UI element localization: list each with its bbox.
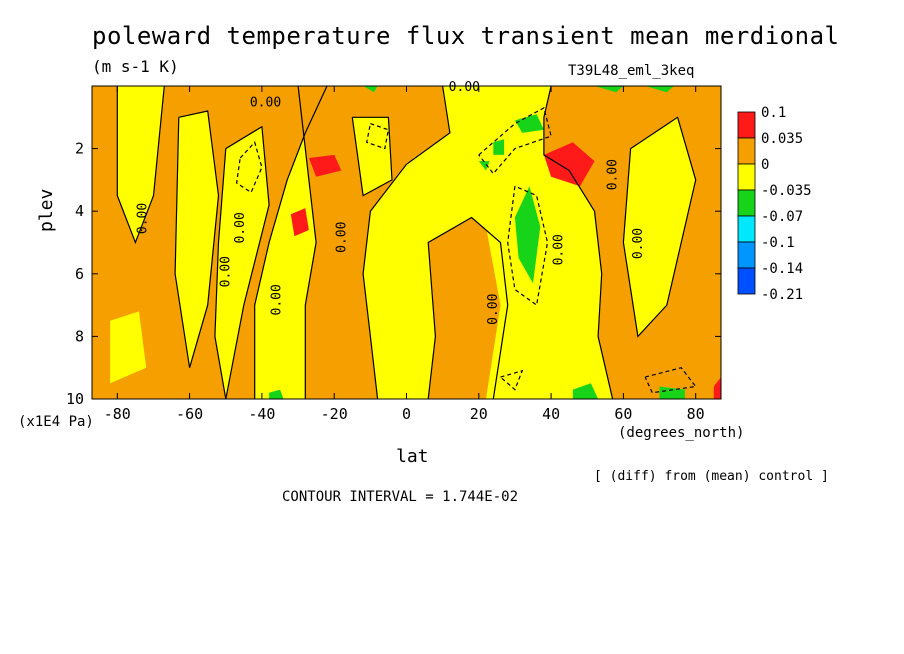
contour-region-orange <box>428 217 508 399</box>
contour-region-green <box>659 386 685 399</box>
contour-region-red <box>308 154 342 177</box>
x-tick-label: 40 <box>542 405 560 423</box>
contour-region-red <box>713 377 721 399</box>
contour-region-green <box>493 139 505 155</box>
contour-region-green <box>478 161 490 171</box>
contour-region-yellow <box>117 86 165 243</box>
colorbar-label: -0.14 <box>761 261 803 277</box>
y-tick-label: 6 <box>75 265 84 283</box>
x-tick-label: 0 <box>402 405 411 423</box>
contour-value-label: 0.00 <box>449 80 480 95</box>
colorbar-swatch-blue <box>737 267 756 295</box>
colorbar-label: -0.1 <box>761 235 795 251</box>
contour-line-solid <box>116 86 165 245</box>
contour-interval: CONTOUR INTERVAL = 1.744E-02 <box>282 489 519 505</box>
contour-region-green <box>269 389 284 399</box>
colorbar-swatch-lightblue <box>737 241 756 269</box>
x-tick-label: -60 <box>176 405 203 423</box>
colorbar-label: -0.21 <box>761 287 803 303</box>
contour-region-red <box>290 208 309 237</box>
contour-value-label: 0.00 <box>219 256 234 287</box>
run-label: T39L48_eml_3keq <box>568 63 695 79</box>
contour-value-label: 0.00 <box>250 96 281 111</box>
colorbar-label: 0 <box>761 157 769 173</box>
contour-value-label: 0.00 <box>136 203 151 234</box>
chart-title: poleward temperature flux transient mean… <box>92 22 840 50</box>
contour-region-yellow <box>110 311 147 384</box>
contour-line-solid <box>297 86 317 399</box>
contour-line-solid <box>427 216 509 399</box>
contour-line-solid <box>254 86 328 399</box>
colorbar-swatch-yellow <box>737 163 756 191</box>
contour-line-dashed <box>500 369 524 391</box>
contour-region-green <box>514 114 544 133</box>
colorbar-swatch-green <box>737 189 756 217</box>
contour-line-dashed <box>507 185 549 307</box>
y-tick-label: 4 <box>75 202 84 220</box>
chart-units: (m s-1 K) <box>92 57 179 76</box>
contour-line-solid <box>362 86 451 399</box>
contour-line-solid <box>351 116 393 197</box>
x-tick-label: -20 <box>321 405 348 423</box>
colorbar-label: 0.035 <box>761 131 803 147</box>
contour-line-solid <box>174 110 220 368</box>
contour-value-label: 0.00 <box>486 294 501 325</box>
y-axis-unit: (x1E4 Pa) <box>18 414 94 430</box>
y-tick-label: 10 <box>66 390 84 408</box>
contour-region-yellow <box>352 117 392 196</box>
contour-line-solid <box>622 116 697 338</box>
contour-line-solid <box>214 125 270 399</box>
x-tick-label: -40 <box>248 405 275 423</box>
diff-note: [ (diff) from (mean) control ] <box>594 469 829 484</box>
contour-region-green <box>572 383 599 399</box>
x-axis-unit: (degrees_north) <box>618 425 745 441</box>
colorbar-label: -0.035 <box>761 183 812 199</box>
x-tick-label: -80 <box>104 405 131 423</box>
contour-value-label: 0.00 <box>551 234 566 265</box>
contour-region-yellow <box>623 117 696 337</box>
contour-line-dashed <box>644 367 697 394</box>
contour-line-solid <box>543 86 614 399</box>
x-tick-label: 60 <box>614 405 632 423</box>
y-tick-label: 8 <box>75 327 84 345</box>
contour-region-green <box>514 186 541 284</box>
x-axis-label: lat <box>396 446 429 467</box>
colorbar-label: 0.1 <box>761 105 786 121</box>
contour-value-label: 0.00 <box>334 222 349 253</box>
y-tick-label: 2 <box>75 140 84 158</box>
contour-value-label: 0.00 <box>233 212 248 243</box>
colorbar-swatch-orange <box>737 137 756 165</box>
contour-line-dashed <box>366 123 390 150</box>
colorbar-swatch-red <box>737 111 756 139</box>
contour-region-yellow <box>442 92 544 399</box>
contour-value-label: 0.00 <box>606 159 621 190</box>
contour-region-green <box>645 86 674 93</box>
contour-line-dashed <box>235 141 263 194</box>
contour-region-green <box>594 86 624 93</box>
contour-region-green <box>363 86 378 93</box>
contour-region-red <box>543 142 595 187</box>
contour-value-label: 0.00 <box>269 284 284 315</box>
contour-region-yellow <box>214 126 270 399</box>
colorbar-swatch-cyan <box>737 215 756 243</box>
x-tick-label: 20 <box>470 405 488 423</box>
x-tick-label: 80 <box>687 405 705 423</box>
contour-value-label: 0.00 <box>631 228 646 259</box>
colorbar-label: -0.07 <box>761 209 803 225</box>
